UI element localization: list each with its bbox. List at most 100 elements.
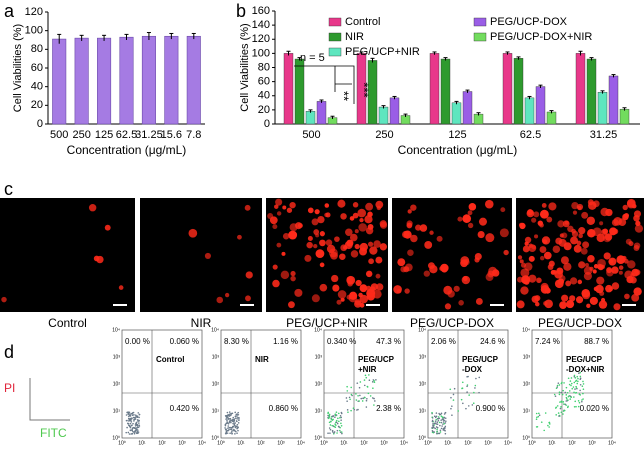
event xyxy=(555,414,557,416)
cell xyxy=(500,207,506,213)
event xyxy=(236,418,238,420)
event xyxy=(432,422,434,425)
event xyxy=(573,396,575,398)
cell xyxy=(584,262,589,268)
event xyxy=(466,391,468,393)
event xyxy=(537,415,540,418)
event xyxy=(567,399,569,401)
event xyxy=(572,386,575,388)
cell xyxy=(578,227,586,235)
event xyxy=(236,432,238,435)
bar xyxy=(186,35,201,125)
cell xyxy=(275,198,283,206)
flow-label: -DOX xyxy=(462,365,483,374)
bar xyxy=(451,102,462,125)
flow-tick: 10² xyxy=(257,440,265,446)
cell xyxy=(282,233,290,240)
cell xyxy=(552,245,561,253)
event xyxy=(575,379,578,382)
bar xyxy=(294,58,305,125)
cell xyxy=(443,285,453,295)
event xyxy=(130,424,133,427)
event xyxy=(125,414,128,416)
flow-tick: 10¹ xyxy=(315,408,323,414)
event xyxy=(471,404,474,406)
event xyxy=(366,385,369,388)
event xyxy=(346,409,349,411)
cell xyxy=(376,205,382,211)
event xyxy=(436,428,438,431)
event xyxy=(138,419,140,422)
cell xyxy=(349,233,358,242)
cell xyxy=(618,270,623,275)
event xyxy=(337,412,340,415)
cell xyxy=(313,243,318,249)
flow-tick: 10⁰ xyxy=(314,435,322,441)
bar xyxy=(316,101,327,125)
event xyxy=(337,417,339,420)
quad-value: 47.3 % xyxy=(376,337,401,346)
cell xyxy=(364,215,373,224)
cell xyxy=(566,300,575,309)
event xyxy=(478,376,481,379)
bar xyxy=(52,38,67,125)
event xyxy=(131,432,134,435)
cell xyxy=(280,270,290,280)
cell xyxy=(633,245,640,251)
flow-tick: 10⁰ xyxy=(118,440,126,446)
event xyxy=(128,414,131,417)
cell xyxy=(475,298,483,305)
cell xyxy=(397,258,406,267)
cell xyxy=(272,224,278,230)
flow-tick: 10⁰ xyxy=(424,440,432,446)
event xyxy=(129,413,132,415)
event xyxy=(356,382,359,384)
cell xyxy=(608,286,613,292)
x-tick-label: 62.5 xyxy=(520,129,541,141)
event xyxy=(355,399,358,401)
x-tick-label: 31.25 xyxy=(135,129,163,141)
event xyxy=(562,413,564,415)
quad-value: 0.860 % xyxy=(269,404,298,413)
event xyxy=(237,426,239,428)
cell xyxy=(340,297,345,302)
event xyxy=(553,393,556,396)
x-tick-label: 125 xyxy=(448,129,466,141)
event xyxy=(444,429,446,432)
cell xyxy=(311,294,320,303)
event xyxy=(335,419,338,422)
event xyxy=(128,433,131,435)
event xyxy=(438,412,440,415)
event xyxy=(230,426,233,429)
cell xyxy=(439,266,444,271)
event xyxy=(433,422,436,425)
event xyxy=(133,420,135,422)
x-tick-label: 250 xyxy=(375,129,393,141)
cell xyxy=(569,295,576,302)
cell xyxy=(359,217,364,223)
cell xyxy=(352,202,359,208)
event xyxy=(227,422,230,425)
cell xyxy=(587,199,594,206)
event xyxy=(436,430,438,433)
bar xyxy=(97,37,112,125)
cell xyxy=(306,241,313,249)
event xyxy=(229,414,232,417)
event xyxy=(579,394,582,396)
image-label: Control xyxy=(48,316,87,330)
event xyxy=(227,417,230,420)
event xyxy=(451,414,453,416)
legend-label: PEG/UCP-DOX xyxy=(490,16,568,28)
y-tick-label: 60 xyxy=(258,76,270,88)
event xyxy=(137,429,139,431)
event xyxy=(334,426,337,429)
event xyxy=(560,391,563,394)
event xyxy=(131,417,133,420)
event xyxy=(567,395,570,398)
cell xyxy=(598,300,608,309)
cell xyxy=(611,282,620,290)
event xyxy=(338,420,340,423)
flow-label: +NIR xyxy=(358,365,377,374)
flow-tick: 10¹ xyxy=(523,408,531,414)
cell xyxy=(586,216,596,225)
